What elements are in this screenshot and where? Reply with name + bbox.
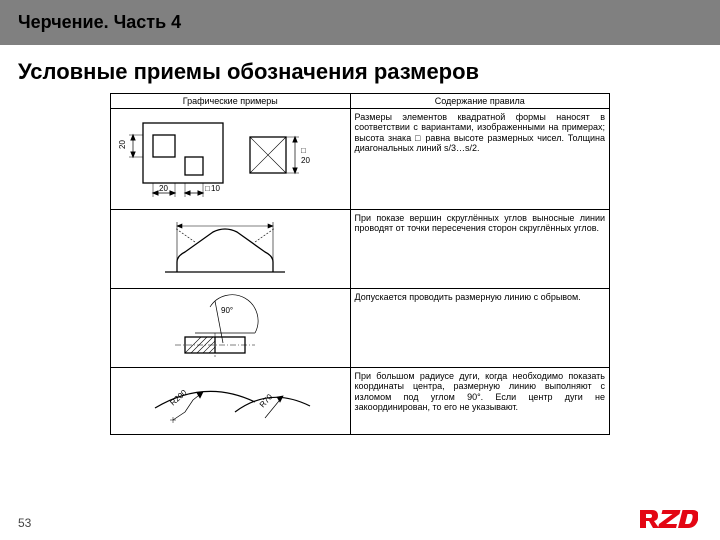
text-cell-0: Размеры элементов квадратной формы нанос… [350, 109, 609, 210]
text-cell-2: Допускается проводить размерную линию с … [350, 289, 609, 368]
rzd-logo-icon [638, 504, 698, 534]
col-head-text: Содержание правила [350, 94, 609, 109]
dim-left-20: 20 [118, 140, 127, 149]
table-row: 20 20 □ 10 □ [111, 109, 610, 210]
table-row: При показе вершин скруглённых углов выно… [111, 210, 610, 289]
col-head-graphic: Графические примеры [111, 94, 351, 109]
graphic-cell-3: R200 R70 [111, 368, 351, 435]
title-text: Черчение. Часть 4 [18, 12, 181, 32]
heading-text: Условные приемы обозначения размеров [18, 59, 479, 84]
text-cell-1: При показе вершин скруглённых углов выно… [350, 210, 609, 289]
radius-r70: R70 [258, 392, 275, 409]
table-row: R200 R70 При большом радиусе дуги, когда… [111, 368, 610, 435]
page-number: 53 [18, 516, 31, 530]
svg-text:□: □ [205, 184, 210, 193]
dim-bottom-20: 20 [159, 184, 168, 193]
table-row: 90° [111, 289, 610, 368]
graphic-cell-2: 90° [111, 289, 351, 368]
angle-90: 90° [221, 306, 233, 315]
dim-bottom-10: 10 [211, 184, 220, 193]
page-heading: Условные приемы обозначения размеров [0, 45, 720, 93]
graphic-cell-0: 20 20 □ 10 □ [111, 109, 351, 210]
rules-table-wrap: Графические примеры Содержание правила [0, 93, 720, 435]
fig-dim-break: 90° [115, 293, 335, 363]
svg-text:□: □ [301, 146, 306, 155]
text-cell-3: При большом радиусе дуги, когда необходи… [350, 368, 609, 435]
fig-square-dim: 20 20 □ 10 □ [115, 113, 335, 205]
rules-table: Графические примеры Содержание правила [110, 93, 610, 435]
radius-r200: R200 [168, 388, 189, 408]
fig-large-radius: R200 R70 [115, 372, 335, 430]
title-bar: Черчение. Часть 4 [0, 0, 720, 45]
rzd-logo [638, 504, 698, 534]
dim-right-20: 20 [301, 156, 310, 165]
fig-rounded-corner [115, 214, 335, 284]
graphic-cell-1 [111, 210, 351, 289]
